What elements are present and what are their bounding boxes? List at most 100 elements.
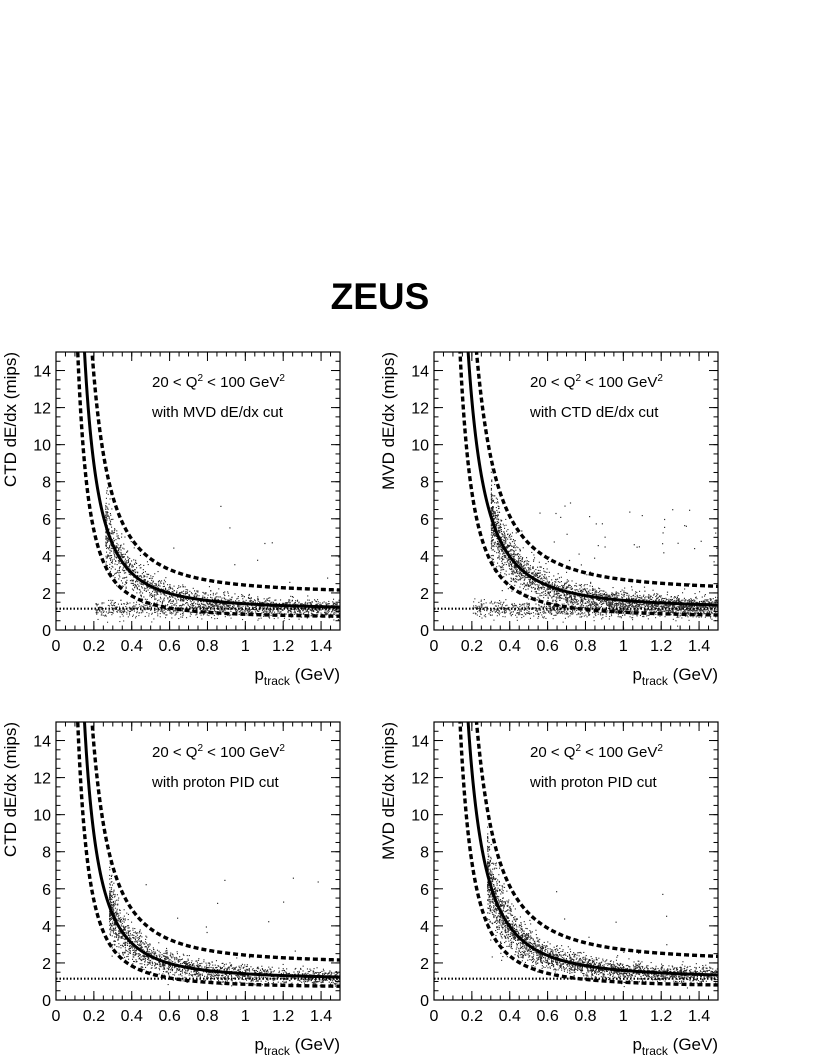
data-point — [501, 536, 503, 538]
data-point — [221, 609, 223, 611]
data-point — [497, 514, 499, 516]
data-point — [298, 611, 300, 613]
data-point — [532, 573, 534, 575]
data-point — [114, 573, 116, 575]
data-point — [501, 550, 503, 552]
data-point — [134, 587, 136, 589]
data-point — [690, 600, 692, 602]
data-point — [497, 514, 499, 516]
data-point — [494, 550, 496, 552]
data-point — [130, 582, 132, 584]
data-point — [586, 574, 588, 576]
data-point — [207, 603, 209, 605]
data-point — [575, 600, 577, 602]
data-point — [109, 611, 111, 613]
data-point — [110, 524, 112, 526]
data-point — [112, 612, 114, 614]
data-point — [185, 602, 187, 604]
data-point — [507, 546, 509, 548]
data-point — [524, 578, 526, 580]
data-point — [546, 580, 548, 582]
data-point — [495, 507, 497, 509]
data-point — [481, 606, 483, 608]
data-point — [248, 593, 250, 595]
data-point — [198, 595, 200, 597]
data-point — [218, 607, 220, 609]
data-point — [665, 604, 667, 606]
data-point — [539, 609, 541, 611]
data-point — [490, 502, 492, 504]
data-point — [561, 607, 563, 609]
data-point — [603, 593, 605, 595]
data-point — [569, 610, 571, 612]
data-point — [106, 538, 108, 540]
data-point — [595, 595, 597, 597]
data-point — [105, 615, 107, 617]
data-point — [295, 607, 297, 609]
data-point — [694, 593, 696, 595]
data-point — [501, 565, 503, 567]
data-point — [664, 604, 666, 606]
data-point — [626, 597, 628, 599]
data-point — [109, 532, 111, 534]
data-point — [596, 602, 598, 604]
data-point — [623, 593, 625, 595]
data-point — [151, 582, 153, 584]
data-point — [519, 606, 521, 608]
data-point — [509, 534, 511, 536]
data-point — [264, 601, 266, 603]
data-point — [539, 595, 541, 597]
data-point — [111, 555, 113, 557]
data-point — [531, 551, 533, 553]
data-point — [495, 545, 497, 547]
data-point — [281, 609, 283, 611]
data-point — [180, 616, 182, 618]
data-point — [237, 609, 239, 611]
data-point — [654, 600, 656, 602]
data-point — [563, 586, 565, 588]
data-point — [624, 604, 626, 606]
data-point — [502, 549, 504, 551]
data-point — [690, 609, 692, 611]
data-point — [172, 591, 174, 593]
data-point — [522, 565, 524, 567]
data-point — [577, 613, 579, 615]
data-point — [217, 598, 219, 600]
data-point — [493, 495, 495, 497]
data-point — [164, 588, 166, 590]
data-point — [704, 595, 706, 597]
data-point — [499, 545, 501, 547]
data-point — [569, 602, 571, 604]
data-point — [677, 599, 679, 601]
data-point — [624, 592, 626, 594]
data-point — [114, 529, 116, 531]
data-point — [572, 600, 574, 602]
data-point — [565, 583, 567, 585]
data-point — [105, 506, 107, 508]
data-point — [558, 586, 560, 588]
data-point — [689, 601, 691, 603]
data-point — [615, 597, 617, 599]
data-point — [202, 608, 204, 610]
data-point — [534, 584, 536, 586]
data-point — [602, 594, 604, 596]
data-point — [122, 615, 124, 617]
data-point — [214, 618, 216, 620]
data-point — [317, 599, 319, 601]
data-point — [586, 611, 588, 613]
data-point — [516, 575, 518, 577]
data-point — [261, 601, 263, 603]
data-point — [145, 588, 147, 590]
data-point — [505, 540, 507, 542]
data-point — [561, 597, 563, 599]
data-point — [223, 612, 225, 614]
data-point — [189, 595, 191, 597]
data-point — [622, 606, 624, 608]
data-point — [490, 610, 492, 612]
data-point — [246, 608, 248, 610]
data-point — [614, 605, 616, 607]
data-point — [276, 609, 278, 611]
data-point — [588, 611, 590, 613]
data-point — [629, 604, 631, 606]
data-point — [509, 538, 511, 540]
